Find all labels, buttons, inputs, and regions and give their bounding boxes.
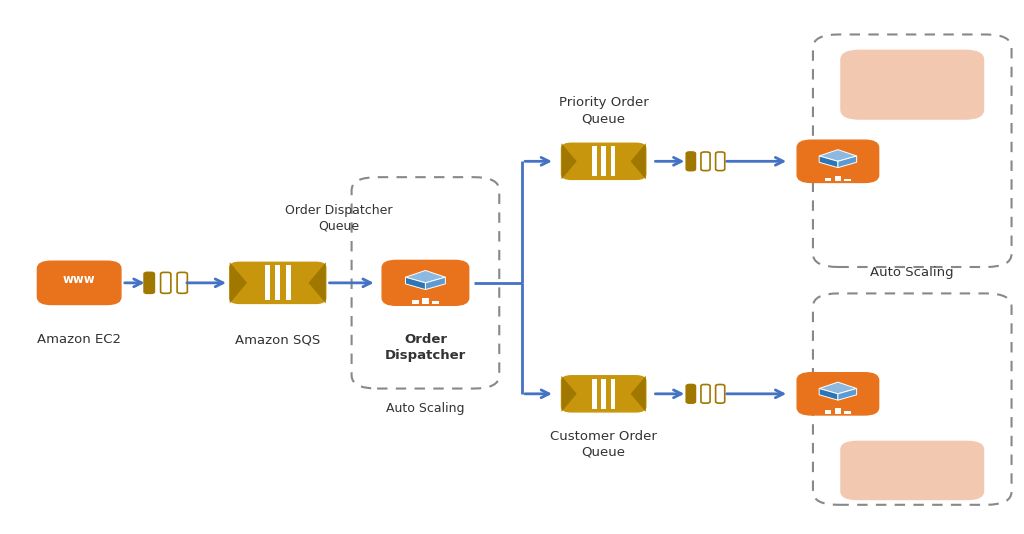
Bar: [845, 411, 851, 414]
Bar: [610, 146, 615, 176]
Text: Order
Dispatcher: Order Dispatcher: [385, 333, 466, 362]
Text: Amazon SQS: Amazon SQS: [236, 333, 321, 346]
Bar: [422, 298, 429, 304]
Bar: [825, 410, 831, 414]
Polygon shape: [425, 277, 445, 289]
FancyBboxPatch shape: [561, 143, 646, 179]
Bar: [825, 178, 831, 181]
FancyBboxPatch shape: [701, 152, 710, 170]
FancyBboxPatch shape: [797, 140, 879, 183]
Bar: [835, 176, 841, 181]
FancyBboxPatch shape: [144, 272, 155, 293]
Polygon shape: [819, 156, 838, 168]
Bar: [275, 265, 281, 300]
Bar: [601, 146, 606, 176]
Bar: [601, 379, 606, 409]
Bar: [610, 379, 615, 409]
Polygon shape: [819, 382, 857, 394]
Text: Auto Scaling: Auto Scaling: [386, 402, 465, 415]
FancyBboxPatch shape: [686, 384, 695, 403]
Bar: [432, 301, 439, 304]
Text: Amazon EC2: Amazon EC2: [37, 333, 121, 346]
Bar: [845, 179, 851, 181]
Polygon shape: [819, 388, 838, 400]
FancyBboxPatch shape: [797, 373, 879, 415]
Polygon shape: [631, 143, 646, 179]
Text: Customer Order
Queue: Customer Order Queue: [550, 430, 657, 459]
Bar: [286, 265, 291, 300]
FancyBboxPatch shape: [841, 442, 983, 499]
FancyBboxPatch shape: [382, 261, 469, 305]
Text: Order Dispatcher
Queue: Order Dispatcher Queue: [285, 203, 392, 233]
FancyBboxPatch shape: [701, 384, 710, 403]
FancyBboxPatch shape: [561, 376, 646, 412]
FancyBboxPatch shape: [686, 152, 695, 170]
Polygon shape: [308, 262, 326, 303]
Polygon shape: [406, 277, 425, 289]
Polygon shape: [819, 150, 857, 161]
Bar: [592, 146, 597, 176]
Polygon shape: [406, 270, 445, 283]
Polygon shape: [838, 388, 857, 400]
FancyBboxPatch shape: [38, 261, 121, 304]
FancyBboxPatch shape: [229, 262, 326, 303]
Bar: [412, 300, 419, 304]
FancyBboxPatch shape: [161, 272, 171, 293]
Text: Auto Scaling: Auto Scaling: [870, 266, 954, 279]
Bar: [835, 408, 841, 414]
FancyBboxPatch shape: [716, 152, 725, 170]
FancyBboxPatch shape: [841, 50, 983, 119]
Polygon shape: [631, 376, 646, 412]
Bar: [592, 379, 597, 409]
FancyBboxPatch shape: [177, 272, 187, 293]
Text: www: www: [62, 273, 95, 286]
Polygon shape: [229, 262, 247, 303]
FancyBboxPatch shape: [716, 384, 725, 403]
Polygon shape: [561, 143, 577, 179]
Polygon shape: [561, 376, 577, 412]
Bar: [264, 265, 270, 300]
Text: Priority Order
Queue: Priority Order Queue: [559, 96, 648, 125]
Polygon shape: [838, 156, 857, 168]
